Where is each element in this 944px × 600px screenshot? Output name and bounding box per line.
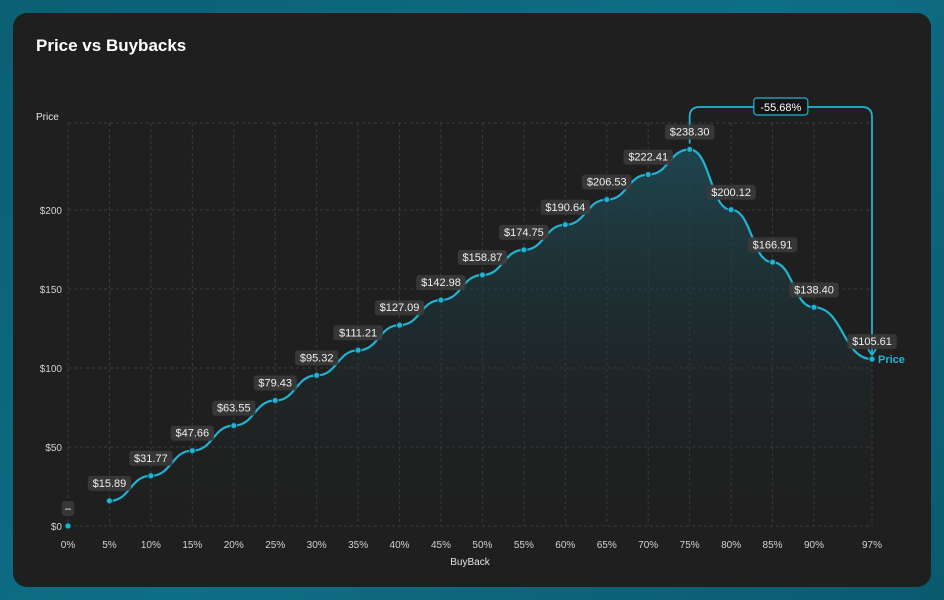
data-label-box (706, 184, 756, 200)
y-tick-label: $200 (40, 206, 63, 217)
data-label: $190.64 (545, 202, 585, 214)
data-point (603, 196, 611, 204)
x-tick-label: 20% (224, 540, 244, 551)
data-point (686, 145, 694, 153)
axes: $0 $50 $100 $150 $200 0% 5% 10% 15% 20% 25% 30% 35% 4… (36, 112, 882, 568)
data-label-box (295, 350, 339, 366)
data-label-box (129, 450, 173, 466)
y-axis-label: Price (36, 112, 59, 123)
data-label: $206.53 (587, 177, 627, 189)
data-point (769, 258, 777, 266)
data-point (64, 522, 72, 530)
x-tick-label: 0% (61, 540, 76, 551)
area-fill (109, 149, 872, 526)
data-point (810, 303, 818, 311)
data-label: $138.40 (794, 284, 834, 296)
data-point (868, 355, 876, 363)
x-tick-label: 40% (390, 540, 410, 551)
data-point (561, 221, 569, 229)
data-label: – (65, 503, 72, 515)
data-point (105, 497, 113, 505)
data-label: $95.32 (300, 352, 334, 364)
x-tick-label: 85% (763, 540, 783, 551)
data-label-box (664, 124, 715, 140)
data-point (644, 171, 652, 179)
data-point (271, 397, 279, 405)
x-tick-label: 5% (102, 540, 117, 551)
annotation-arrow (867, 348, 877, 357)
x-tick-label: 80% (721, 540, 741, 551)
area-path (109, 149, 872, 526)
data-label: $47.66 (176, 428, 210, 440)
x-tick-label: 55% (514, 540, 534, 551)
x-tick-label: 60% (555, 540, 575, 551)
x-tick-label: 65% (597, 540, 617, 551)
data-points (64, 145, 876, 530)
data-label: $15.89 (93, 478, 127, 490)
data-label-box (582, 174, 632, 190)
data-label-box (416, 275, 466, 291)
data-point (437, 296, 445, 304)
data-label-box (61, 501, 75, 516)
data-label: $222.41 (628, 152, 668, 164)
data-label: $105.61 (852, 336, 892, 348)
data-label-box (374, 300, 425, 316)
y-tick-label: $50 (45, 443, 62, 454)
data-label-box (170, 425, 214, 441)
x-tick-label: 35% (348, 540, 368, 551)
data-point (478, 271, 486, 279)
x-tick-label: 97% (862, 540, 882, 551)
series-label: Price (878, 354, 905, 366)
x-tick-label: 75% (680, 540, 700, 551)
annotation-text: -55.68% (760, 102, 801, 114)
data-label: $31.77 (134, 453, 168, 465)
x-axis-label: BuyBack (450, 557, 490, 568)
data-label-box (747, 237, 798, 253)
x-tick-label: 25% (265, 540, 285, 551)
data-label: $238.30 (670, 126, 710, 138)
y-tick-label: $150 (40, 285, 63, 296)
data-label: $127.09 (380, 302, 420, 314)
x-tick-label: 10% (141, 540, 161, 551)
data-label-box (789, 282, 839, 298)
data-label-box (540, 199, 591, 215)
y-tick-label: $100 (40, 364, 63, 375)
data-point (727, 206, 735, 214)
x-tick-label: 50% (472, 540, 492, 551)
data-label-box (333, 325, 383, 341)
data-point (396, 321, 404, 329)
x-tick-label: 70% (638, 540, 658, 551)
data-labels: – $15.89 $31.77 $47.66 $63.55 $79.43 $95.32 $11… (61, 124, 905, 516)
x-tick-label: 15% (182, 540, 202, 551)
data-label-box (499, 224, 549, 240)
data-label: $142.98 (421, 277, 461, 289)
change-annotation: -55.68% (688, 97, 877, 357)
data-label-box (847, 334, 897, 350)
data-label-box (457, 249, 508, 265)
data-label: $111.21 (339, 327, 377, 339)
data-label: $200.12 (711, 187, 751, 199)
data-label: $63.55 (217, 403, 251, 415)
data-point (354, 346, 362, 354)
data-label-box (253, 375, 297, 391)
chart-title: Price vs Buybacks (36, 36, 187, 55)
data-label-box (212, 400, 256, 416)
x-tick-label: 30% (307, 540, 327, 551)
x-tick-label: 90% (804, 540, 824, 551)
data-label-box (623, 149, 673, 165)
data-point (147, 472, 155, 480)
data-label: $158.87 (463, 252, 503, 264)
x-tick-label: 45% (431, 540, 451, 551)
data-point (520, 246, 528, 254)
data-point (188, 447, 196, 455)
annotation-badge (753, 97, 809, 116)
data-label: $79.43 (258, 378, 292, 390)
data-point (230, 422, 238, 430)
y-tick-label: $0 (51, 522, 63, 533)
data-label-box (87, 475, 132, 491)
data-label: $174.75 (504, 227, 544, 239)
data-label: $166.91 (753, 239, 793, 251)
data-point (313, 371, 321, 379)
